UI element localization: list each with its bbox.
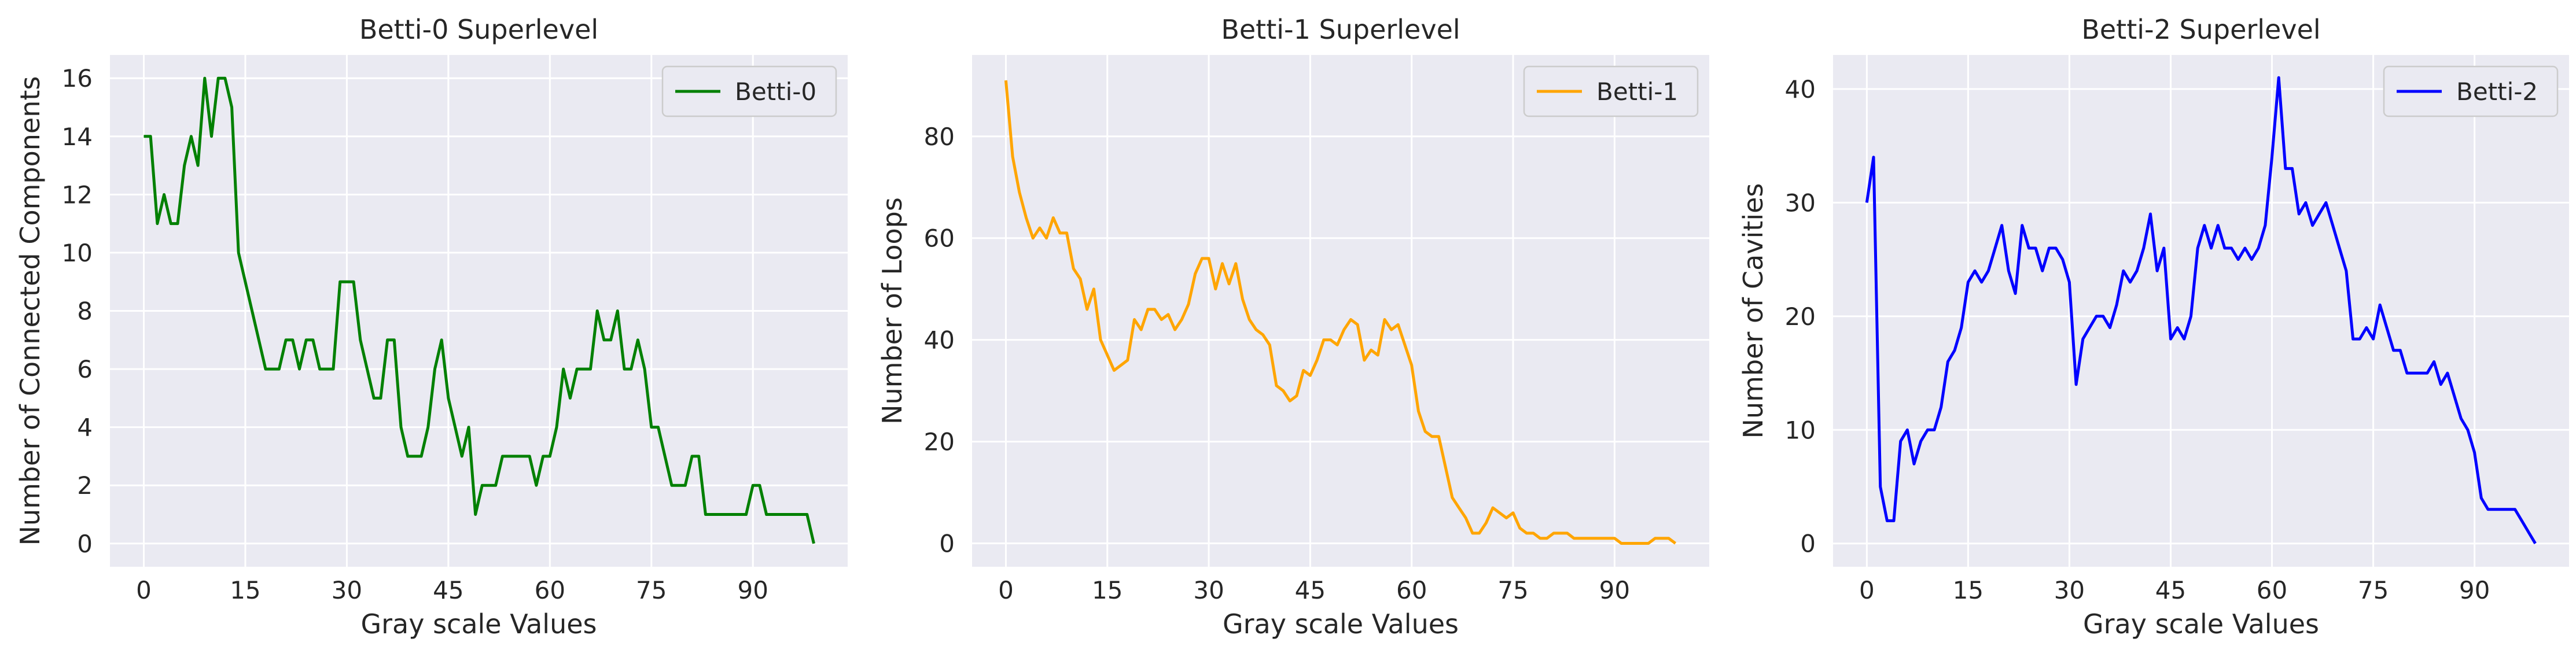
betti-0-panel: 0 15 30 45 60 75 90 0 2 4 6 8 10 12 14 16 Gray scale Val… <box>14 14 848 640</box>
x-tick-label: 30 <box>332 576 362 604</box>
y-tick-label: 14 <box>62 123 93 151</box>
plot-area <box>972 55 1709 567</box>
y-axis-label: Number of Connected Components <box>14 76 46 546</box>
y-tick-label: 2 <box>77 471 93 500</box>
betti-1-panel: 0 15 30 45 60 75 90 0 20 40 60 80 Gray scale Values N… <box>877 14 1709 640</box>
x-tick-label: 0 <box>998 576 1014 604</box>
legend-box <box>2383 65 2559 117</box>
y-tick-label: 6 <box>77 355 93 383</box>
series-line-betti-1 <box>1004 80 1677 545</box>
x-tick-label: 30 <box>1193 576 1224 604</box>
y-tick-label: 20 <box>1785 302 1816 331</box>
y-tick-label: 16 <box>62 64 93 93</box>
y-tick-label: 4 <box>77 414 93 442</box>
y-axis-label: Number of Loops <box>877 197 908 425</box>
legend-box <box>661 65 837 117</box>
betti-2-panel: 0 15 30 45 60 75 90 0 10 20 30 40 Gray scale Values N… <box>1738 14 2569 640</box>
x-axis-label: Gray scale Values <box>360 608 597 640</box>
x-tick-label: 45 <box>1295 576 1326 604</box>
legend: Betti-2 <box>2383 65 2559 117</box>
x-tick-label: 75 <box>636 576 667 604</box>
x-tick-label: 75 <box>2358 576 2389 604</box>
y-tick-label: 40 <box>1785 75 1816 104</box>
x-tick-label: 60 <box>535 576 565 604</box>
x-tick-label: 15 <box>1092 576 1123 604</box>
x-tick-label: 75 <box>1497 576 1528 604</box>
y-tick-label: 40 <box>924 326 955 355</box>
y-tick-label: 10 <box>62 239 93 267</box>
x-axis-label: Gray scale Values <box>2083 608 2319 640</box>
y-tick-label: 0 <box>939 530 955 558</box>
y-tick-label: 80 <box>924 123 955 151</box>
series-line-betti-0 <box>143 76 815 544</box>
y-tick-label: 30 <box>1785 189 1816 217</box>
y-tick-label: 0 <box>77 530 93 558</box>
x-tick-label: 60 <box>1396 576 1427 604</box>
x-tick-label: 0 <box>136 576 152 604</box>
chart-title: Betti-0 Superlevel <box>359 14 598 45</box>
legend-box <box>1523 65 1699 117</box>
y-axis-label: Number of Cavities <box>1738 183 1769 439</box>
x-tick-label: 45 <box>2155 576 2186 604</box>
x-tick-label: 90 <box>738 576 768 604</box>
legend: Betti-0 <box>661 65 837 117</box>
y-tick-label: 8 <box>77 297 93 326</box>
y-tick-label: 10 <box>1785 416 1816 444</box>
x-tick-label: 90 <box>1599 576 1630 604</box>
plot-area <box>1833 55 2569 567</box>
x-tick-label: 45 <box>433 576 463 604</box>
legend-label: Betti-2 <box>2456 77 2538 106</box>
legend: Betti-1 <box>1523 65 1699 117</box>
series-line-betti-2 <box>1865 76 2537 544</box>
y-tick-label: 0 <box>1800 530 1816 558</box>
x-tick-label: 15 <box>230 576 260 604</box>
legend-label: Betti-1 <box>1596 77 1678 106</box>
x-tick-label: 0 <box>1859 576 1875 604</box>
y-tick-label: 20 <box>924 428 955 456</box>
x-tick-label: 90 <box>2459 576 2490 604</box>
chart-title: Betti-2 Superlevel <box>2081 14 2320 45</box>
chart-title: Betti-1 Superlevel <box>1221 14 1460 45</box>
x-tick-label: 60 <box>2257 576 2287 604</box>
y-tick-label: 12 <box>62 180 93 209</box>
legend-label: Betti-0 <box>735 77 816 106</box>
x-tick-label: 15 <box>1953 576 1983 604</box>
y-tick-label: 60 <box>924 224 955 253</box>
x-axis-label: Gray scale Values <box>1223 608 1459 640</box>
x-tick-label: 30 <box>2054 576 2085 604</box>
